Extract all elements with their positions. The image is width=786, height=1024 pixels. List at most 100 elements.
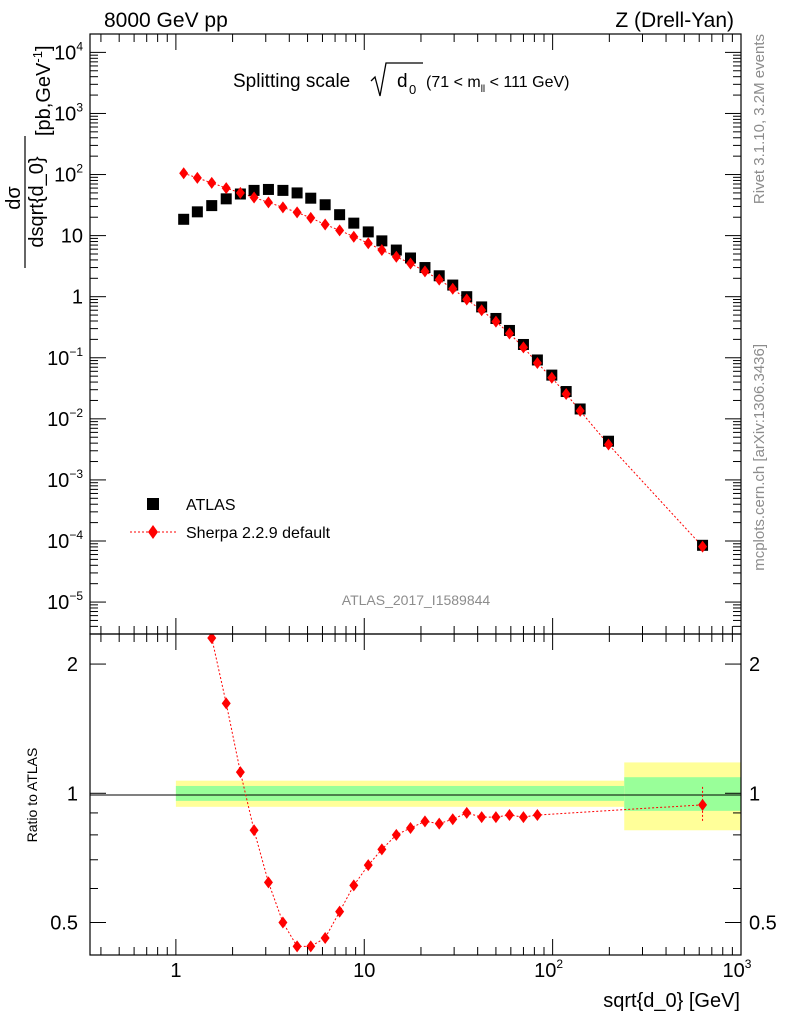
y-tick-label: 1 [72, 287, 83, 309]
ratio-point [249, 824, 259, 837]
atlas-point [319, 199, 331, 211]
x-tick-label: 102 [534, 957, 563, 982]
ratio-point [491, 811, 501, 824]
x-tick-label-sup: 2 [556, 957, 563, 971]
x-axis-label: sqrt{d_0} [GeV] [603, 990, 740, 1012]
y-tick-label: 102 [54, 162, 83, 187]
ratio-point [221, 697, 231, 710]
ratio-point [292, 940, 302, 953]
sherpa-point [249, 191, 259, 204]
ylabel-units-sup: -1 [30, 51, 45, 63]
atlas-point [178, 213, 190, 225]
header-left: 8000 GeV pp [104, 9, 228, 32]
sherpa-point [561, 388, 571, 401]
x-tick-label: 10 [353, 960, 375, 982]
y-tick-label-base: 10 [54, 103, 76, 125]
y-tick-label-base: 10 [47, 531, 69, 553]
analysis-id: ATLAS_2017_I1589844 [342, 592, 491, 608]
sherpa-point [335, 224, 345, 237]
title-range-pre: (71 < m [426, 74, 481, 91]
main-frame [89, 33, 742, 635]
x-tick-label-base: 10 [723, 960, 745, 982]
sqrt-sign [370, 62, 423, 97]
sherpa-point [532, 357, 542, 370]
ratio-y-tick-label-base: 0.5 [50, 912, 78, 934]
title-var: d [397, 71, 408, 92]
atlas-point [390, 244, 402, 256]
y-tick-label-base: 10 [61, 226, 83, 248]
sherpa-point [192, 171, 202, 184]
ratio-y-tick-label: 0.5 [50, 912, 78, 934]
atlas-point [305, 192, 317, 204]
atlas-point [262, 183, 274, 195]
x-tick-label: 103 [723, 957, 752, 982]
y-tick-label: 10 [61, 226, 83, 248]
ratio-point [363, 859, 373, 872]
sherpa-point [575, 404, 585, 417]
atlas-point [334, 209, 346, 221]
title-range: (71 < mll < 111 GeV) [426, 74, 569, 95]
mcplots-label: mcplots.cern.ch [arXiv:1306.3436] [751, 344, 768, 571]
legend-mc-label: Sherpa 2.2.9 default [186, 525, 331, 542]
y-tick-label-sup: −5 [69, 589, 83, 603]
sherpa-point [604, 438, 614, 451]
ratio-y-tick-label: 1 [67, 783, 78, 805]
ratio-y-tick-label-base: 2 [67, 654, 78, 676]
atlas-point [376, 235, 388, 247]
ratio-point [504, 809, 514, 822]
sherpa-point [207, 176, 217, 189]
y-tick-label-base: 10 [47, 470, 69, 492]
ratio-point [207, 634, 217, 645]
ylabel-units-close: ] [33, 45, 55, 51]
y-tick-label: 10−4 [47, 528, 83, 553]
sherpa-point [235, 186, 245, 199]
mc-line [183, 172, 703, 547]
ylabel-units: [pb,GeV-1] [30, 45, 55, 136]
sherpa-point [221, 182, 231, 195]
ratio-point [349, 879, 359, 892]
legend: ATLAS Sherpa 2.2.9 default [130, 497, 331, 542]
y-tick-label-sup: 4 [76, 39, 83, 53]
y-tick-label-base: 1 [72, 287, 83, 309]
y-tick-label-base: 10 [47, 592, 69, 614]
y-tick-label-base: 10 [54, 165, 76, 187]
y-tick-label-sup: −3 [69, 467, 83, 481]
sherpa-point [349, 230, 359, 243]
sherpa-point [448, 282, 458, 295]
x-tick-label-sup: 3 [745, 957, 752, 971]
title-range-sub: ll [481, 84, 485, 95]
sherpa-point [363, 237, 373, 250]
ratio-point [320, 932, 330, 945]
ratio-point [448, 813, 458, 826]
sherpa-point [406, 257, 416, 270]
x-tick-label-base: 1 [170, 960, 181, 982]
sherpa-point [547, 371, 557, 384]
atlas-point [206, 200, 218, 212]
sherpa-point [306, 211, 316, 224]
ratio-point [235, 766, 245, 779]
ratio-y-tick-label-right-base: 1 [749, 783, 760, 805]
sherpa-point [263, 196, 273, 209]
atlas-point [362, 226, 374, 238]
ratio-point [335, 905, 345, 918]
sherpa-point [477, 304, 487, 317]
ratio-point [306, 940, 316, 953]
ratio-point [391, 828, 401, 841]
sherpa-point [434, 273, 444, 286]
y-tick-label-sup: −2 [69, 406, 83, 420]
sherpa-point [278, 201, 288, 214]
y-tick-label-base: 10 [54, 42, 76, 64]
sherpa-point [462, 293, 472, 306]
ratio-y-tick-label-right: 1 [749, 783, 760, 805]
legend-mc-marker [148, 525, 158, 539]
ratio-y-tick-label-right: 0.5 [749, 912, 777, 934]
uncertainty-band-inner [175, 785, 625, 801]
title-var-sub: 0 [409, 82, 416, 97]
ylabel-numerator: dσ [3, 186, 25, 210]
atlas-point [191, 206, 203, 218]
atlas-point [291, 187, 303, 199]
sherpa-point [491, 315, 501, 328]
ratio-y-tick-label: 2 [67, 654, 78, 676]
x-tick-label: 1 [170, 960, 181, 982]
